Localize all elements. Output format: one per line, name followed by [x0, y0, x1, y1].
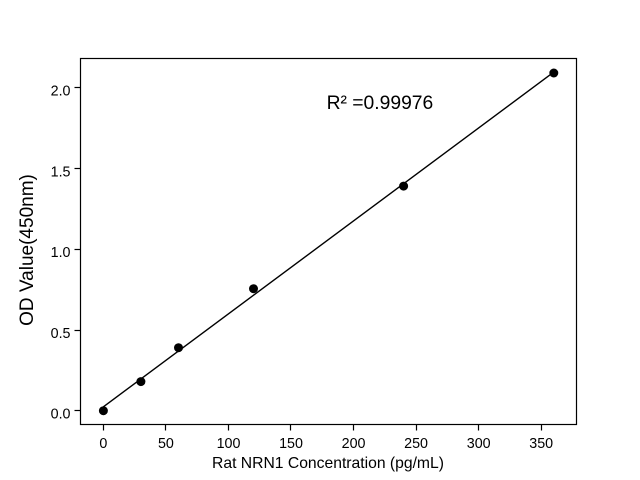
svg-text:2.0: 2.0: [51, 84, 71, 100]
svg-text:1.0: 1.0: [51, 245, 71, 261]
svg-text:100: 100: [217, 436, 241, 452]
svg-text:0.5: 0.5: [51, 326, 71, 342]
svg-text:250: 250: [404, 436, 428, 452]
svg-text:200: 200: [342, 436, 366, 452]
svg-text:50: 50: [158, 436, 174, 452]
svg-text:R² =0.99976: R² =0.99976: [327, 93, 434, 114]
svg-text:Rat NRN1 Concentration (pg/mL): Rat NRN1 Concentration (pg/mL): [212, 455, 444, 472]
svg-text:1.5: 1.5: [51, 164, 71, 180]
svg-text:0.0: 0.0: [51, 407, 71, 423]
svg-text:OD Value(450nm): OD Value(450nm): [17, 174, 38, 326]
svg-text:0: 0: [99, 436, 107, 452]
svg-text:300: 300: [467, 436, 491, 452]
svg-text:150: 150: [279, 436, 303, 452]
svg-text:350: 350: [529, 436, 553, 452]
